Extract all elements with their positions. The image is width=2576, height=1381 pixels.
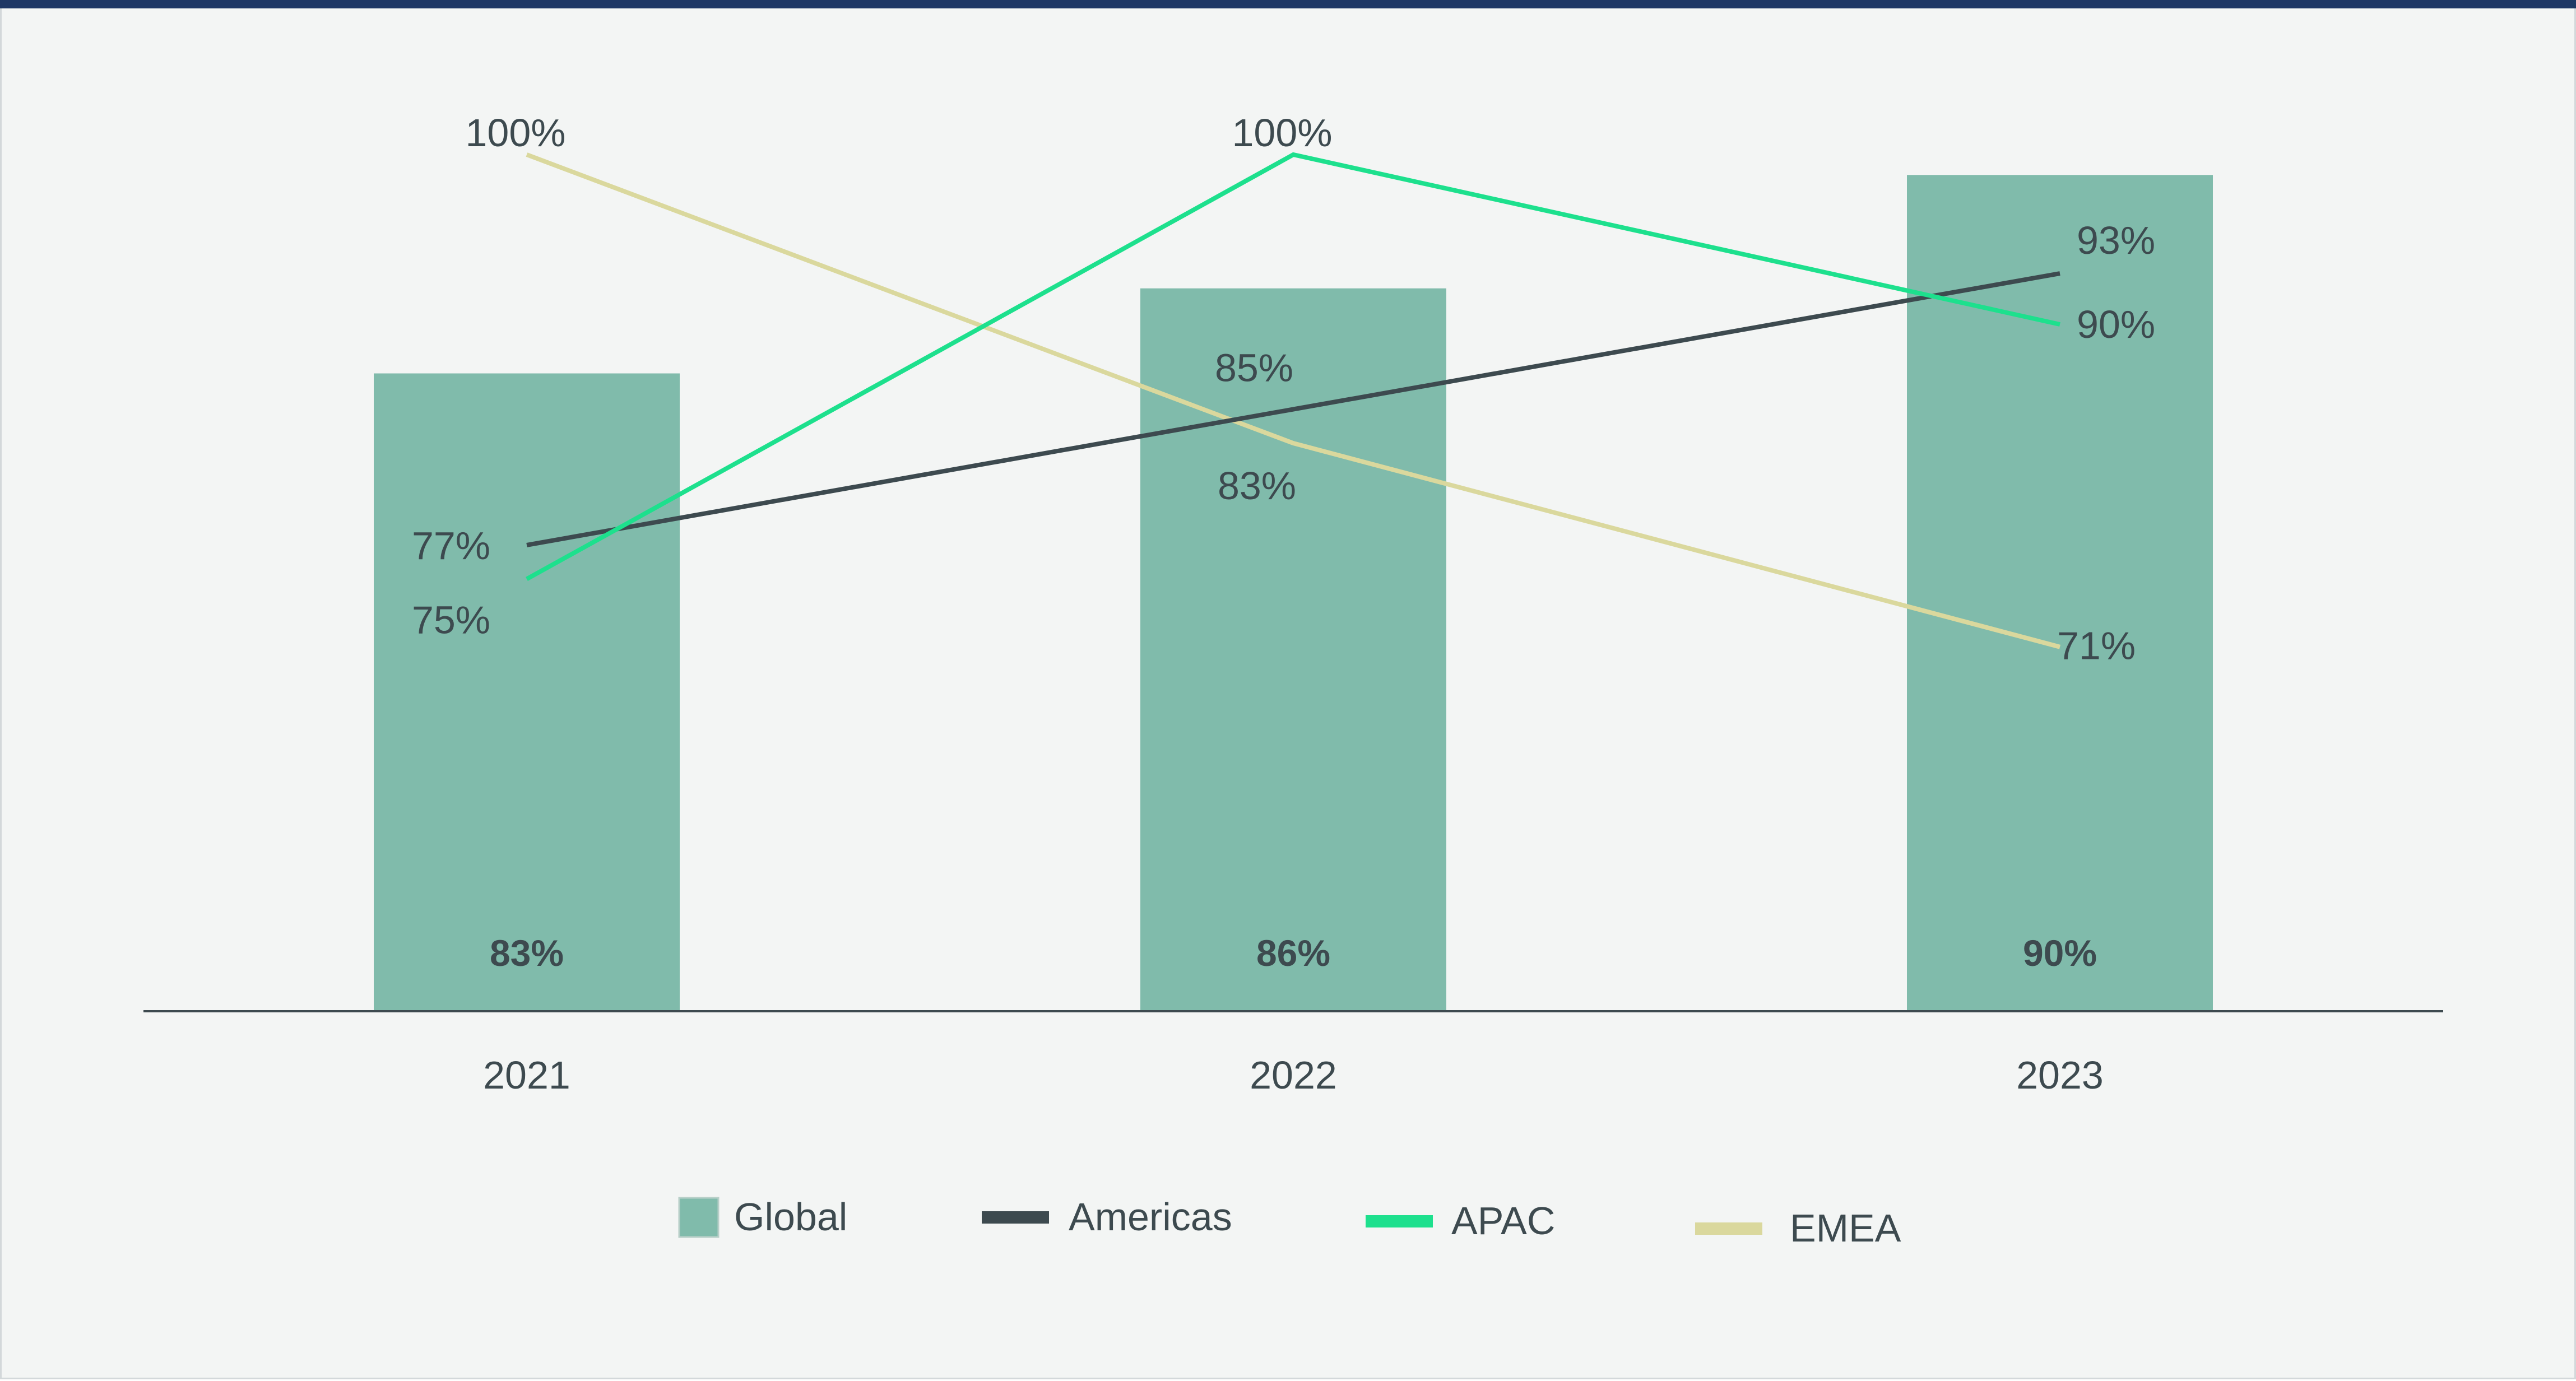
x-tick-2021: 2021 [483,1053,570,1097]
x-tick-2023: 2023 [2016,1053,2104,1097]
bar-label-2021: 83% [490,932,564,974]
legend-swatch-americas [982,1211,1049,1224]
x-tick-labels: 2021 2022 2023 [483,1053,2104,1097]
legend-label-global: Global [734,1195,847,1239]
point-label-emea-2021: 100% [465,111,565,155]
bar-global-2023 [1907,175,2213,1011]
legend-swatch-emea [1695,1222,1762,1235]
line-emea [526,152,2061,649]
data-labels: 83% 86% 90% 77% 85% 93% 75% 100% 90% 100% 83% 71% [412,111,2155,974]
bar-global-2021 [374,373,680,1011]
legend: Global Americas APAC EMEA [678,1195,1901,1250]
legend-label-americas: Americas [1069,1195,1232,1239]
point-label-americas-2023: 93% [2077,218,2155,262]
line-americas [526,271,2060,547]
point-label-apac-2021: 75% [412,598,490,642]
legend-label-apac: APAC [1451,1199,1555,1243]
legend-swatch-apac [1366,1215,1433,1227]
bar-label-2022: 86% [1256,932,1330,974]
point-label-americas-2022: 85% [1215,346,1293,390]
region-lines [526,152,2061,649]
top-accent-bar [0,0,2576,8]
x-tick-2022: 2022 [1250,1053,1337,1097]
point-label-apac-2023: 90% [2077,303,2155,346]
point-label-apac-2022: 100% [1232,111,1332,155]
bar-global-2022 [1140,288,1446,1012]
point-label-americas-2021: 77% [412,524,490,568]
legend-label-emea: EMEA [1790,1206,1901,1250]
legend-swatch-global [678,1197,720,1238]
bar-label-2023: 90% [2023,932,2097,974]
global-bars [374,175,2213,1012]
line-apac [526,152,2060,581]
point-label-emea-2022: 83% [1218,464,1296,508]
point-label-emea-2023: 71% [2057,624,2136,668]
